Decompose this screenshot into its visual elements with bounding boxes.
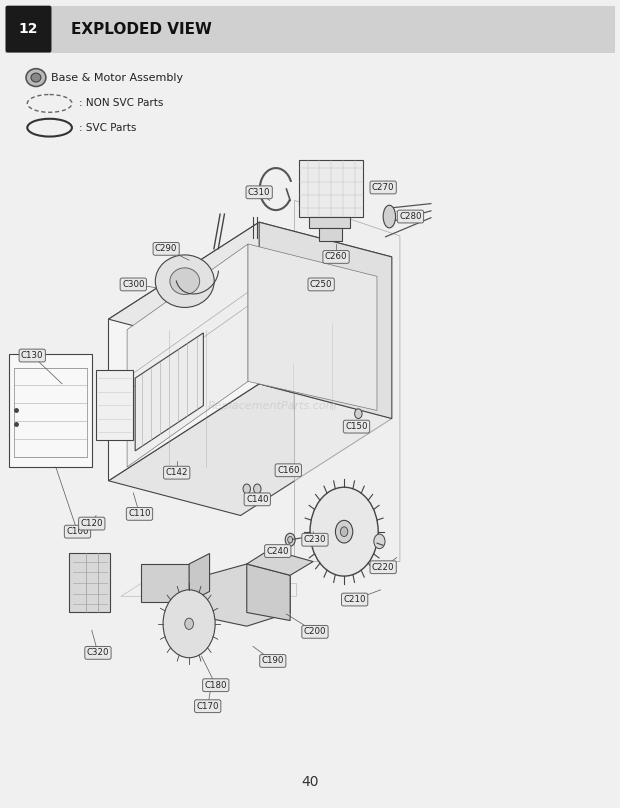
Ellipse shape: [163, 590, 215, 658]
Text: C230: C230: [304, 535, 326, 545]
Text: C210: C210: [343, 595, 366, 604]
Polygon shape: [135, 333, 203, 451]
Text: C140: C140: [246, 494, 268, 504]
Polygon shape: [141, 564, 189, 602]
Ellipse shape: [155, 255, 215, 307]
Polygon shape: [96, 370, 133, 440]
Polygon shape: [247, 549, 313, 575]
Text: C220: C220: [372, 562, 394, 572]
Ellipse shape: [363, 423, 368, 430]
Text: C130: C130: [21, 351, 43, 360]
Ellipse shape: [285, 533, 295, 546]
Polygon shape: [197, 564, 290, 626]
Polygon shape: [294, 200, 400, 562]
Text: C150: C150: [345, 422, 368, 431]
Text: C290: C290: [155, 244, 177, 254]
Ellipse shape: [383, 205, 396, 228]
Ellipse shape: [335, 520, 353, 543]
Polygon shape: [259, 222, 392, 419]
Text: Base & Motor Assembly: Base & Motor Assembly: [51, 73, 183, 82]
Polygon shape: [9, 354, 92, 467]
Text: C250: C250: [310, 280, 332, 289]
FancyBboxPatch shape: [5, 6, 615, 53]
Text: C320: C320: [87, 648, 109, 658]
Text: C200: C200: [304, 627, 326, 637]
Polygon shape: [127, 244, 248, 467]
Text: C310: C310: [248, 187, 270, 197]
Polygon shape: [108, 384, 392, 516]
Ellipse shape: [288, 537, 293, 543]
Text: 40: 40: [301, 775, 319, 789]
Ellipse shape: [310, 487, 378, 576]
Text: C170: C170: [197, 701, 219, 711]
Text: C240: C240: [267, 546, 289, 556]
Polygon shape: [248, 244, 377, 410]
Text: C260: C260: [325, 252, 347, 262]
Text: ReplacementParts.com: ReplacementParts.com: [208, 401, 337, 410]
Polygon shape: [69, 553, 110, 612]
Polygon shape: [247, 564, 290, 621]
Text: C300: C300: [122, 280, 144, 289]
Ellipse shape: [340, 527, 348, 537]
Text: C270: C270: [372, 183, 394, 192]
Polygon shape: [121, 583, 296, 596]
Polygon shape: [189, 553, 210, 602]
Text: C100: C100: [66, 527, 89, 537]
Polygon shape: [319, 228, 342, 241]
Text: EXPLODED VIEW: EXPLODED VIEW: [71, 22, 212, 36]
Text: C142: C142: [166, 468, 188, 478]
Ellipse shape: [374, 534, 385, 549]
Ellipse shape: [185, 618, 193, 629]
Text: : NON SVC Parts: : NON SVC Parts: [79, 99, 164, 108]
Text: C120: C120: [81, 519, 103, 528]
Text: 12: 12: [19, 22, 38, 36]
Ellipse shape: [26, 69, 46, 86]
Polygon shape: [299, 160, 363, 217]
Polygon shape: [108, 222, 392, 354]
Ellipse shape: [170, 267, 200, 294]
FancyBboxPatch shape: [6, 6, 51, 53]
Text: C190: C190: [262, 656, 284, 666]
Text: C110: C110: [128, 509, 151, 519]
Text: C180: C180: [205, 680, 227, 690]
Polygon shape: [309, 217, 350, 228]
Text: C160: C160: [277, 465, 299, 475]
Text: C280: C280: [399, 212, 422, 221]
Text: : SVC Parts: : SVC Parts: [79, 123, 137, 133]
Ellipse shape: [243, 484, 250, 494]
Ellipse shape: [355, 409, 362, 419]
Ellipse shape: [31, 74, 41, 82]
Polygon shape: [108, 222, 259, 481]
Ellipse shape: [254, 484, 261, 494]
